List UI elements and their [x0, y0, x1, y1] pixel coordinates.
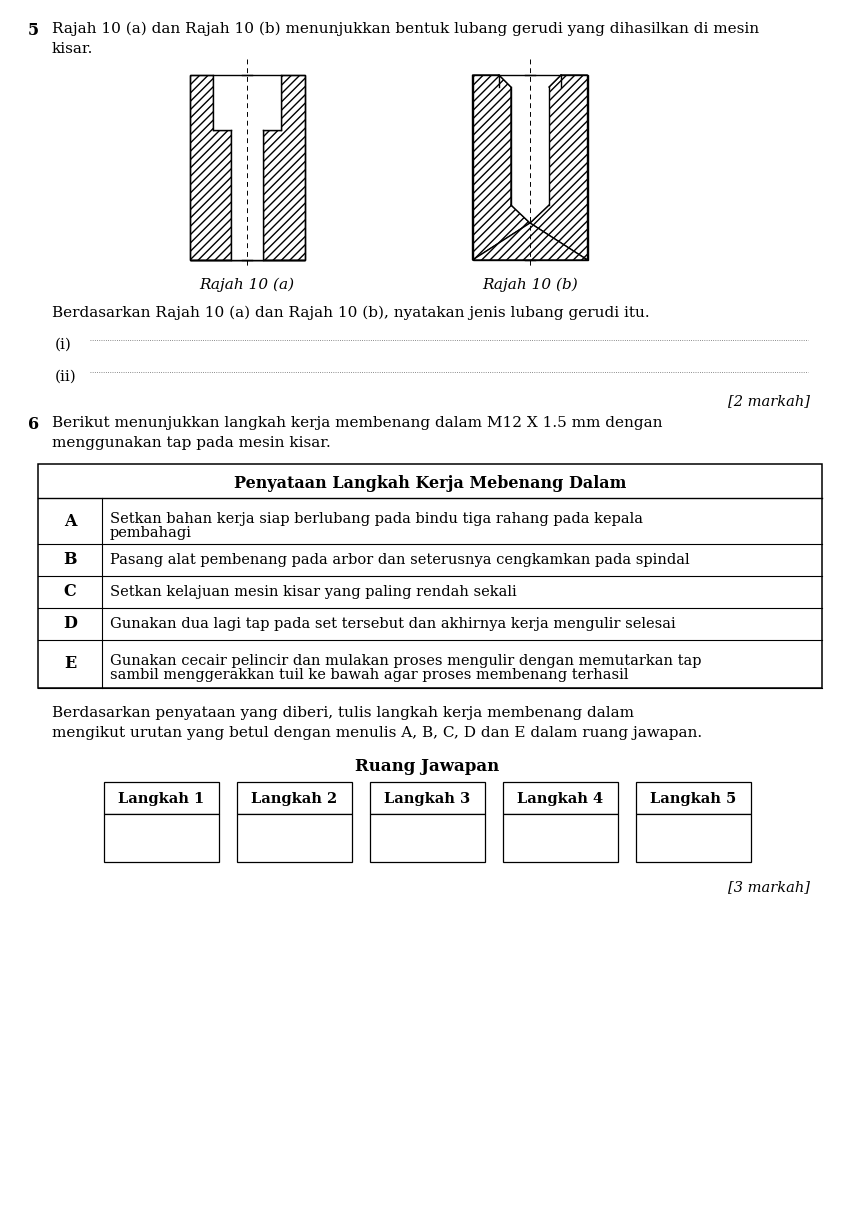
- Text: Langkah 4: Langkah 4: [517, 792, 604, 807]
- Text: C: C: [63, 583, 76, 600]
- Text: mengikut urutan yang betul dengan menulis A, B, C, D dan E dalam ruang jawapan.: mengikut urutan yang betul dengan menuli…: [52, 726, 702, 741]
- Polygon shape: [473, 75, 530, 260]
- Bar: [636, 814, 751, 862]
- Bar: [104, 782, 219, 814]
- Text: sambil menggerakkan tuil ke bawah agar proses membenang terhasil: sambil menggerakkan tuil ke bawah agar p…: [110, 668, 628, 682]
- Text: D: D: [63, 616, 77, 633]
- Text: (ii): (ii): [55, 370, 77, 384]
- Bar: [38, 464, 822, 688]
- Text: menggunakan tap pada mesin kisar.: menggunakan tap pada mesin kisar.: [52, 436, 331, 450]
- Text: B: B: [63, 551, 77, 568]
- Text: kisar.: kisar.: [52, 42, 93, 56]
- Text: A: A: [64, 512, 76, 529]
- Text: Penyataan Langkah Kerja Mebenang Dalam: Penyataan Langkah Kerja Mebenang Dalam: [233, 474, 626, 491]
- Text: Rajah 10 (b): Rajah 10 (b): [482, 277, 578, 292]
- Text: Berikut menunjukkan langkah kerja membenang dalam M12 X 1.5 mm dengan: Berikut menunjukkan langkah kerja memben…: [52, 415, 663, 430]
- Text: Berdasarkan Rajah 10 (a) dan Rajah 10 (b), nyatakan jenis lubang gerudi itu.: Berdasarkan Rajah 10 (a) dan Rajah 10 (b…: [52, 306, 650, 320]
- Polygon shape: [213, 75, 281, 130]
- Bar: [104, 814, 219, 862]
- Text: pembahagi: pembahagi: [110, 525, 192, 540]
- Text: Pasang alat pembenang pada arbor dan seterusnya cengkamkan pada spindal: Pasang alat pembenang pada arbor dan set…: [110, 554, 690, 567]
- Text: E: E: [64, 655, 76, 672]
- Text: Setkan kelajuan mesin kisar yang paling rendah sekali: Setkan kelajuan mesin kisar yang paling …: [110, 585, 516, 599]
- Text: 6: 6: [28, 415, 39, 433]
- Text: 5: 5: [28, 22, 39, 39]
- Text: Gunakan cecair pelincir dan mulakan proses mengulir dengan memutarkan tap: Gunakan cecair pelincir dan mulakan pros…: [110, 654, 701, 668]
- Text: Setkan bahan kerja siap berlubang pada bindu tiga rahang pada kepala: Setkan bahan kerja siap berlubang pada b…: [110, 512, 643, 525]
- Polygon shape: [190, 75, 231, 260]
- Bar: [503, 814, 618, 862]
- Text: [2 markah]: [2 markah]: [728, 393, 810, 408]
- Polygon shape: [231, 130, 263, 260]
- Text: (i): (i): [55, 338, 72, 352]
- Text: Langkah 5: Langkah 5: [651, 792, 737, 807]
- Bar: [370, 814, 485, 862]
- Bar: [636, 782, 751, 814]
- Text: Rajah 10 (a) dan Rajah 10 (b) menunjukkan bentuk lubang gerudi yang dihasilkan d: Rajah 10 (a) dan Rajah 10 (b) menunjukka…: [52, 22, 759, 37]
- Text: Langkah 3: Langkah 3: [385, 792, 470, 807]
- Text: Langkah 2: Langkah 2: [251, 792, 338, 807]
- Bar: [503, 782, 618, 814]
- Text: Rajah 10 (a): Rajah 10 (a): [199, 277, 295, 292]
- Bar: [237, 782, 352, 814]
- Polygon shape: [499, 75, 561, 222]
- Polygon shape: [473, 222, 587, 260]
- Text: [3 markah]: [3 markah]: [728, 880, 810, 895]
- Bar: [237, 814, 352, 862]
- Bar: [370, 782, 485, 814]
- Polygon shape: [530, 75, 587, 260]
- Polygon shape: [263, 75, 304, 260]
- Text: Gunakan dua lagi tap pada set tersebut dan akhirnya kerja mengulir selesai: Gunakan dua lagi tap pada set tersebut d…: [110, 617, 675, 631]
- Text: Ruang Jawapan: Ruang Jawapan: [355, 758, 499, 775]
- Text: Langkah 1: Langkah 1: [118, 792, 204, 807]
- Text: Berdasarkan penyataan yang diberi, tulis langkah kerja membenang dalam: Berdasarkan penyataan yang diberi, tulis…: [52, 706, 634, 720]
